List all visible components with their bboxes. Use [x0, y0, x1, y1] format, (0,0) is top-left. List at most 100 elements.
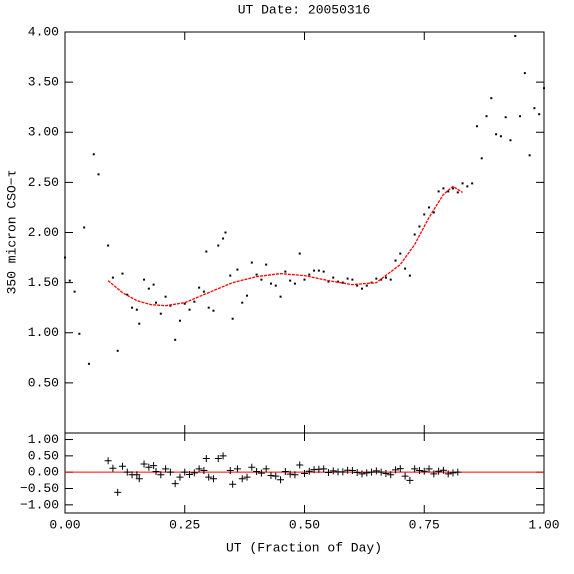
- residual-point: [145, 463, 153, 471]
- residual-point: [353, 469, 361, 477]
- residual-point: [190, 469, 198, 477]
- data-point: [327, 280, 330, 283]
- y-tick-label: 0.50: [28, 375, 59, 390]
- data-point: [375, 277, 378, 280]
- data-point: [480, 157, 483, 160]
- x-tick-label: 0.00: [49, 517, 80, 532]
- data-point: [224, 231, 227, 234]
- residual-point: [123, 468, 131, 476]
- residual-point: [162, 465, 170, 473]
- residual-point: [133, 471, 141, 479]
- residual-point: [420, 467, 428, 475]
- residual-point: [411, 465, 419, 473]
- data-point: [523, 72, 526, 75]
- residual-point: [387, 471, 395, 479]
- data-point: [73, 290, 76, 293]
- residual-point: [233, 465, 241, 473]
- residual-point: [238, 475, 246, 483]
- residual-point: [135, 475, 143, 483]
- residual-point: [396, 465, 404, 473]
- residual-point: [368, 468, 376, 476]
- y-tick-label: 3.00: [28, 125, 59, 140]
- x-tick-label: 1.00: [528, 517, 559, 532]
- y-tick-label: 1.00: [28, 325, 59, 340]
- residual-point: [176, 473, 184, 481]
- data-point: [143, 278, 146, 281]
- data-point: [78, 332, 81, 335]
- y-axis-label: 350 micron CSO−τ: [4, 170, 19, 295]
- data-point: [298, 252, 301, 255]
- data-point: [308, 273, 311, 276]
- data-point: [152, 283, 155, 286]
- data-point: [528, 154, 531, 157]
- data-point: [87, 362, 90, 365]
- data-point: [97, 173, 100, 176]
- residual-point: [406, 476, 414, 484]
- residual-point: [166, 468, 174, 476]
- data-point: [222, 237, 225, 240]
- data-point: [394, 259, 397, 262]
- data-point: [169, 304, 172, 307]
- data-point: [408, 274, 411, 277]
- residual-point: [205, 473, 213, 481]
- residual-point: [401, 472, 409, 480]
- data-point: [92, 153, 95, 156]
- data-point: [418, 225, 421, 228]
- residual-point: [229, 480, 237, 488]
- data-point: [274, 284, 277, 287]
- data-point: [404, 267, 407, 270]
- data-point: [442, 187, 445, 190]
- data-point: [504, 116, 507, 119]
- residual-point: [286, 470, 294, 478]
- data-point: [107, 244, 110, 247]
- y-tick-label: 2.00: [28, 225, 59, 240]
- residual-point: [320, 465, 328, 473]
- residual-point: [104, 457, 112, 465]
- data-point: [289, 279, 292, 282]
- residual-point: [267, 471, 275, 479]
- data-point: [356, 284, 359, 287]
- data-point: [303, 278, 306, 281]
- y-tick-label: 2.50: [28, 175, 59, 190]
- data-point: [538, 113, 541, 116]
- data-point: [231, 317, 234, 320]
- data-point: [543, 87, 545, 90]
- data-point: [236, 268, 239, 271]
- data-point: [68, 279, 71, 282]
- residual-point: [209, 475, 217, 483]
- y-tick-label: 1.00: [28, 432, 59, 447]
- residual-point: [449, 469, 457, 477]
- plot-frame: [64, 31, 545, 434]
- residual-point: [109, 464, 117, 472]
- y-tick-label: 0.50: [28, 448, 59, 463]
- residual-point: [372, 467, 380, 475]
- data-point: [111, 276, 114, 279]
- y-tick-label: 1.50: [28, 275, 59, 290]
- x-axis-label: UT (Fraction of Day): [226, 540, 382, 555]
- data-point: [159, 312, 162, 315]
- data-point: [241, 301, 244, 304]
- residual-point: [186, 470, 194, 478]
- residual-point: [157, 471, 165, 479]
- data-point: [207, 306, 210, 309]
- y-tick-label: −1.00: [20, 497, 59, 512]
- residual-point: [253, 468, 261, 476]
- data-point: [246, 294, 249, 297]
- data-point: [164, 295, 167, 298]
- residual-point: [243, 473, 251, 481]
- residual-point: [392, 466, 400, 474]
- residual-point: [363, 469, 371, 477]
- data-point: [389, 278, 392, 281]
- y-tick-label: 0.00: [28, 465, 59, 480]
- data-point: [147, 287, 150, 290]
- y-tick-label: −0.50: [20, 481, 59, 496]
- residual-point: [415, 467, 423, 475]
- residual-point: [444, 470, 452, 478]
- data-point: [202, 290, 205, 293]
- residual-point: [382, 469, 390, 477]
- data-point: [346, 277, 349, 280]
- data-point: [351, 278, 354, 281]
- residual-point: [262, 465, 270, 473]
- data-point: [475, 125, 478, 128]
- residual-point: [358, 470, 366, 478]
